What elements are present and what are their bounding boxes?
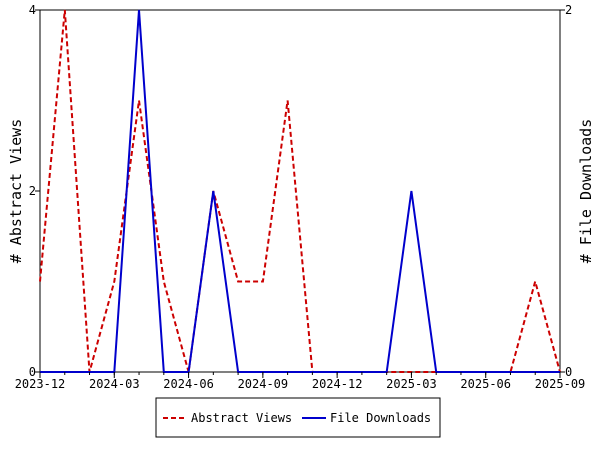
y-tick-label: 2 bbox=[29, 184, 36, 198]
legend-label-file-downloads: File Downloads bbox=[330, 411, 431, 425]
x-tick-label: 2025-09 bbox=[535, 377, 586, 391]
y2-tick-label: 0 bbox=[565, 365, 572, 379]
legend-label-abstract-views: Abstract Views bbox=[191, 411, 292, 425]
y-tick-label: 0 bbox=[29, 365, 36, 379]
y-tick-label: 4 bbox=[29, 3, 36, 17]
x-tick-label: 2025-03 bbox=[386, 377, 437, 391]
x-tick-label: 2025-06 bbox=[460, 377, 511, 391]
x-tick-label: 2024-12 bbox=[312, 377, 363, 391]
series-layer bbox=[39, 9, 561, 373]
y2-axis-title: # File Downloads bbox=[577, 119, 595, 264]
x-tick-label: 2024-03 bbox=[89, 377, 140, 391]
series-line-file-downloads bbox=[40, 9, 560, 373]
legend-box bbox=[155, 397, 441, 438]
axes-layer: 2023-12 2024-03 2024-06 2024-09 2024-12 2025-… bbox=[15, 3, 586, 391]
y-axis-title: # Abstract Views bbox=[7, 119, 25, 264]
legend: Abstract Views File Downloads bbox=[155, 397, 441, 438]
x-tick-label: 2023-12 bbox=[15, 377, 66, 391]
x-tick-label: 2024-06 bbox=[163, 377, 214, 391]
y2-tick-label: 2 bbox=[565, 3, 572, 17]
x-tick-label: 2024-09 bbox=[238, 377, 289, 391]
